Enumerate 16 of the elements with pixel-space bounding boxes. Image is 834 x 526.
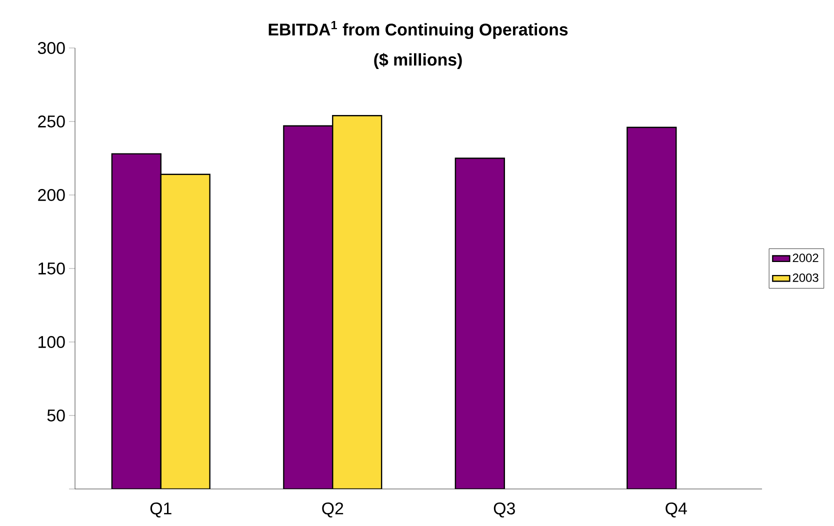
y-tick-label: 200 xyxy=(38,188,65,201)
y-tick-label: 50 xyxy=(47,409,65,422)
y-tick-label: 300 xyxy=(38,42,65,54)
x-tick-label: Q4 xyxy=(666,502,687,518)
chart-subtitle: ($ millions) xyxy=(374,52,462,70)
y-tick-label: 150 xyxy=(38,262,65,274)
bar xyxy=(160,174,210,489)
x-tick-label: Q3 xyxy=(494,502,515,518)
y-tick-label: 250 xyxy=(38,115,65,128)
legend-label: 2002 xyxy=(792,254,818,262)
y-tick-label: 100 xyxy=(38,336,65,348)
x-tick-label: Q1 xyxy=(150,502,172,518)
legend-label: 2003 xyxy=(792,273,818,282)
bar xyxy=(332,115,382,489)
chart-title: EBITDA$^{1}$ from Continuing Operations xyxy=(268,20,568,39)
x-tick-label: Q2 xyxy=(322,502,344,518)
